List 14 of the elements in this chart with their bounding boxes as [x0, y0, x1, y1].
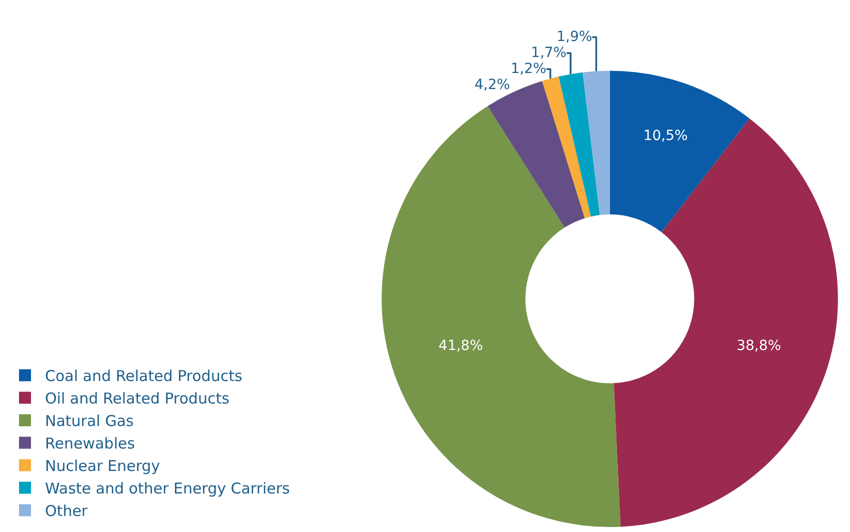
- data-label: 41,8%: [438, 338, 484, 354]
- data-label: 1,2%: [510, 61, 546, 78]
- data-label: 4,2%: [474, 77, 510, 94]
- legend-label: Natural Gas: [45, 412, 134, 430]
- legend-label: Nuclear Energy: [45, 457, 160, 476]
- data-label: 38,8%: [736, 338, 782, 354]
- legend-label: Waste and other Energy Carriers: [45, 480, 290, 498]
- legend-label: Coal and Related Products: [45, 367, 242, 386]
- data-label: 1,7%: [531, 45, 567, 62]
- legend-label: Other: [45, 502, 88, 520]
- legend-label: Oil and Related Products: [45, 390, 230, 408]
- data-label: 1,9%: [556, 29, 592, 46]
- legend-label: Renewables: [45, 434, 136, 453]
- data-label: 10,5%: [643, 128, 688, 144]
